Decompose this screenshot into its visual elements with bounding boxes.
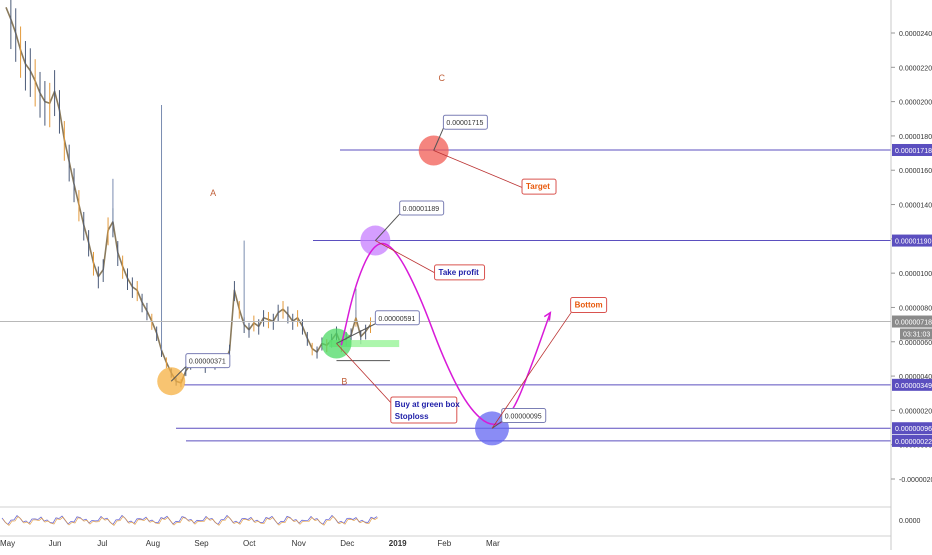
oscillator-tick-label: 0.0000 [899, 518, 921, 525]
note-label: Buy at green box [395, 400, 460, 409]
level-tag-label: 0.00000349 [895, 383, 932, 390]
time-tick-label: May [0, 539, 15, 548]
countdown-label: 03:31:03 [903, 332, 930, 339]
time-tick-label: Jul [97, 539, 107, 548]
note-box [521, 178, 557, 195]
note-box [390, 396, 458, 424]
current-price-tag [892, 315, 932, 328]
projection-arrowhead [543, 311, 552, 321]
level-tag-label: 0.00000022 [895, 439, 932, 446]
level-tag [892, 422, 932, 435]
price-callout-label: 0.00001715 [446, 120, 483, 127]
note-label: Take profit [439, 268, 480, 277]
projection-curve [340, 242, 552, 426]
note-pointer [433, 150, 527, 190]
level-tag-label: 0.00001190 [895, 239, 932, 246]
price-callout-label: 0.00000591 [378, 316, 415, 323]
note-label: Stoploss [395, 412, 429, 421]
price-tick-label: -0.00000200 [899, 477, 932, 484]
time-tick-label: Oct [243, 539, 256, 548]
annotations: 0.00000371 0.00000591 0.00001189 0.00001715… [170, 73, 608, 429]
note-pointer [336, 343, 396, 408]
price-callout-label: 0.00000095 [505, 414, 542, 421]
wave-label: B [341, 377, 347, 387]
price-callout-label: 0.00001189 [403, 206, 440, 213]
oscillator-signal [2, 516, 379, 526]
price-callout-box [501, 408, 547, 424]
callout-pointer [433, 128, 444, 151]
time-tick-label: Mar [486, 539, 500, 548]
price-callout-box [399, 200, 445, 216]
countdown-tag [900, 328, 932, 340]
note-label: Bottom [575, 300, 603, 309]
level-tag [892, 378, 932, 391]
price-callout-box [442, 114, 488, 130]
price-tick-label: 0.00000200 [899, 408, 932, 415]
note-box [570, 296, 608, 313]
callout-pointer [491, 421, 503, 429]
time-tick-label: Nov [292, 539, 306, 548]
time-tick-label: Jun [49, 539, 62, 548]
price-callout-box [185, 353, 231, 369]
price-callout-label: 0.00000371 [189, 359, 226, 366]
callout-pointer [336, 323, 376, 344]
time-tick-label: Dec [340, 539, 354, 548]
current-price-label: 0.00000718 [895, 320, 932, 327]
buy-zone-box [329, 340, 400, 348]
time-tick-label: Aug [146, 539, 160, 548]
level-tag-label: 0.00000096 [895, 426, 932, 433]
price-callout-box [374, 310, 420, 326]
callout-pointer [374, 213, 401, 241]
wave-label: A [210, 188, 216, 198]
level-tag [892, 434, 932, 447]
note-label: Target [526, 182, 550, 191]
note-pointer [491, 307, 575, 429]
note-pointer [375, 240, 439, 276]
callout-pointer [170, 366, 187, 382]
time-tick-label: 2019 [389, 539, 407, 548]
level-tag [892, 234, 932, 247]
level-tag [892, 143, 932, 156]
time-tick-label: Feb [437, 539, 451, 548]
time-tick-label: Sep [194, 539, 209, 548]
note-box [434, 264, 486, 281]
level-tag-label: 0.00001718 [895, 148, 932, 155]
wave-label: C [439, 73, 446, 83]
projection-path [340, 242, 552, 426]
oscillator-pane: 0.0000 [0, 506, 921, 537]
